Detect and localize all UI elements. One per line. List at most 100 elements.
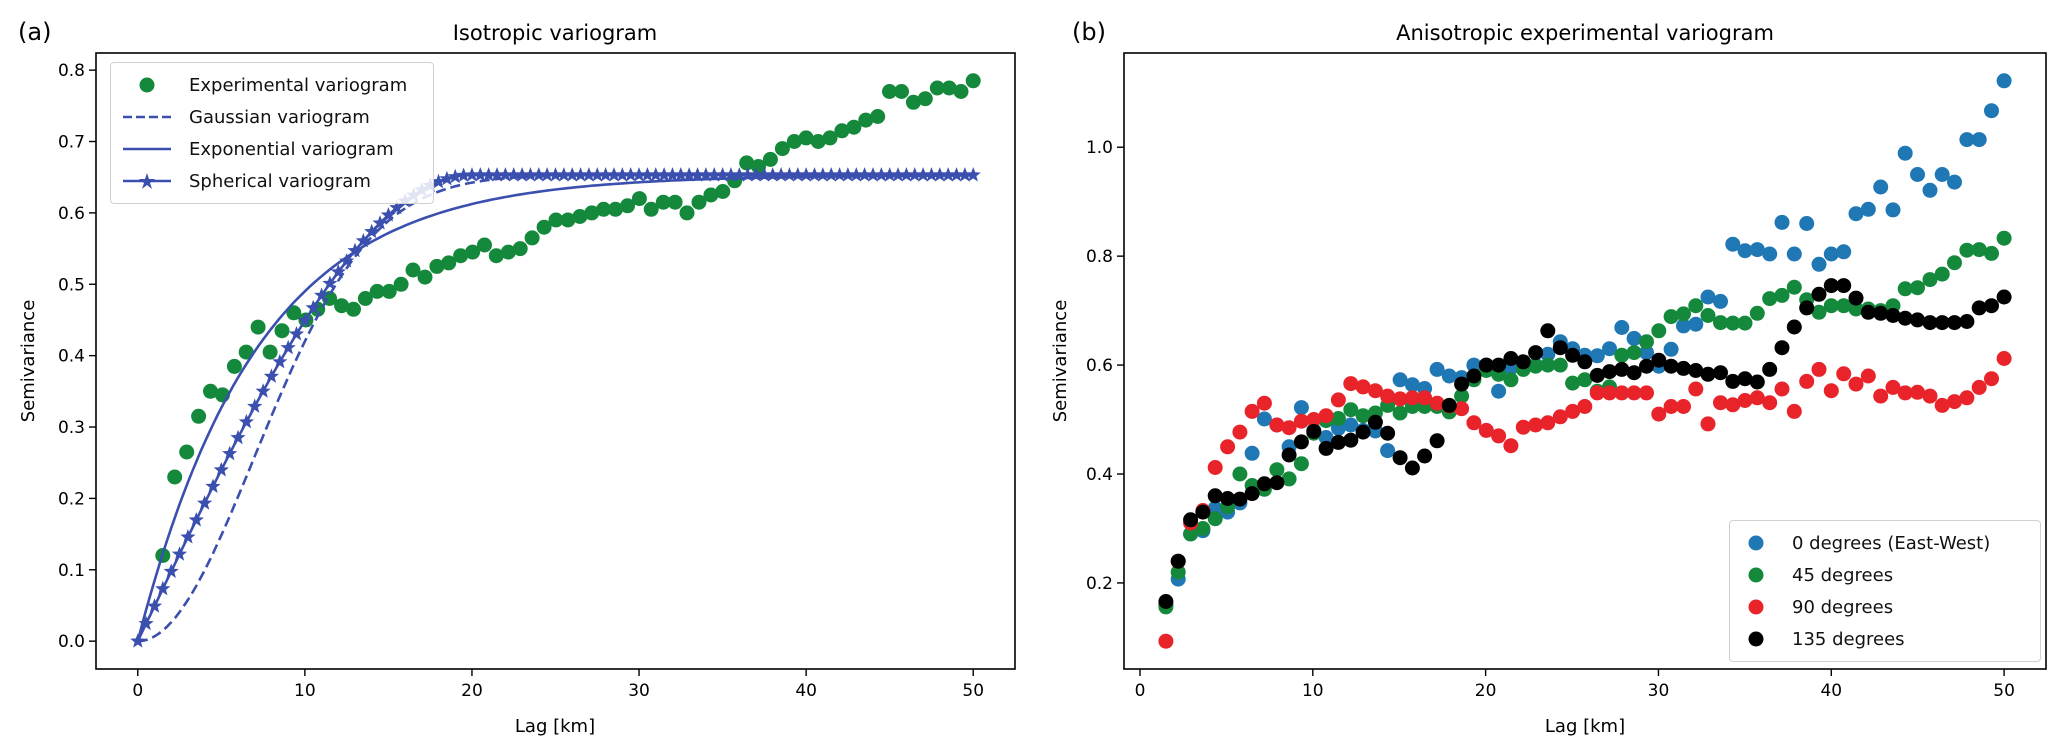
y-tick-label: 0.8: [58, 61, 85, 81]
star-marker: [631, 167, 647, 182]
data-point: [1984, 298, 1999, 314]
data-point: [1922, 272, 1938, 288]
star-marker: [556, 167, 572, 182]
star-marker: [222, 445, 238, 461]
data-point: [703, 187, 719, 203]
y-tick-label: 0.2: [1086, 574, 1113, 594]
data-point: [1725, 315, 1741, 331]
star-marker: [522, 167, 538, 182]
star-marker: [531, 167, 547, 182]
star-marker: [155, 580, 171, 596]
data-point: [1836, 244, 1852, 260]
panel-label-b: (b): [1072, 18, 1106, 46]
data-point: [774, 141, 790, 157]
data-point: [1565, 375, 1581, 391]
data-point: [1947, 174, 1962, 190]
data-point: [1749, 374, 1765, 390]
star-marker: [130, 633, 146, 648]
data-point: [834, 123, 850, 139]
y-tick-label: 0.7: [58, 133, 85, 153]
data-point: [1515, 419, 1531, 435]
y-tick-label: 0.1: [58, 561, 85, 581]
data-point: [1737, 371, 1753, 387]
chart-title-a: Isotropic variogram: [453, 21, 658, 45]
data-point: [1515, 354, 1531, 370]
star-marker: [506, 167, 522, 182]
data-point: [1885, 379, 1901, 395]
data-point: [262, 344, 278, 360]
data-point: [1454, 376, 1470, 392]
star-marker: [623, 167, 639, 182]
series-90-degrees: [1158, 351, 2012, 649]
star-marker: [773, 167, 789, 182]
data-point: [1663, 309, 1679, 325]
data-point: [1762, 361, 1778, 377]
plot-area-b: 0 10 20 30 40 50 0.2 0.4 0.6 0.8 1.0: [1086, 52, 2047, 701]
data-point: [1306, 412, 1322, 427]
data-point: [238, 344, 254, 360]
data-point: [1651, 352, 1667, 368]
data-point: [1256, 411, 1272, 427]
data-point: [929, 80, 945, 96]
star-marker: [639, 167, 655, 182]
green-dot-icon: [1738, 565, 1778, 585]
data-point: [1725, 397, 1741, 413]
data-point: [1663, 341, 1679, 357]
data-point: [1639, 358, 1654, 374]
data-point: [1269, 462, 1285, 478]
data-point: [1540, 357, 1556, 373]
data-point: [631, 191, 647, 207]
star-marker: [698, 167, 714, 182]
y-tick-label: 0.0: [58, 632, 85, 652]
data-point: [1343, 417, 1359, 433]
y-tick-label: 0.4: [58, 347, 85, 367]
data-point: [1737, 393, 1753, 408]
star-marker: [948, 167, 965, 182]
legend-label: Gaussian variogram: [189, 106, 370, 128]
data-point: [1602, 385, 1617, 401]
data-point: [1392, 405, 1408, 421]
data-point: [1959, 314, 1975, 329]
data-point: [1700, 366, 1716, 382]
data-point: [1934, 266, 1950, 282]
data-point: [679, 205, 695, 221]
data-point: [1873, 388, 1889, 404]
data-point: [1786, 246, 1802, 262]
x-tick-label: 40: [1820, 681, 1842, 701]
data-point: [643, 201, 659, 217]
data-point: [1256, 395, 1272, 411]
data-point: [1639, 334, 1654, 350]
data-point: [500, 244, 516, 260]
legend-label: 90 degrees: [1792, 596, 1894, 618]
legend-item-0deg: 0 degrees (East-West): [1738, 527, 2032, 559]
data-point: [1688, 316, 1704, 332]
data-point: [1417, 390, 1433, 406]
data-point: [1577, 372, 1593, 388]
data-point: [1577, 354, 1593, 370]
chart-title-b: Anisotropic experimental variogram: [1396, 21, 1774, 45]
series-gaussian-variogram: [137, 173, 974, 643]
data-point: [1749, 242, 1765, 258]
star-marker: [882, 167, 898, 182]
data-point: [1614, 347, 1630, 363]
data-point: [1269, 417, 1285, 433]
data-point: [1330, 434, 1346, 450]
data-point: [1873, 305, 1889, 321]
data-point: [1330, 392, 1346, 408]
data-point: [524, 230, 540, 246]
model-line: [136, 174, 974, 642]
legend-item-90deg: 90 degrees: [1738, 591, 2032, 623]
star-marker: [255, 383, 271, 398]
data-point: [1503, 438, 1519, 454]
star-marker: [330, 264, 346, 279]
data-point: [560, 212, 576, 228]
data-point: [762, 151, 778, 167]
star-marker: [163, 563, 179, 578]
data-point: [596, 201, 612, 217]
star-marker: [673, 167, 689, 182]
data-point: [369, 283, 385, 299]
star-marker: [497, 167, 513, 182]
star-marker: [923, 167, 940, 182]
data-point: [1676, 306, 1691, 322]
data-point: [1823, 278, 1839, 294]
